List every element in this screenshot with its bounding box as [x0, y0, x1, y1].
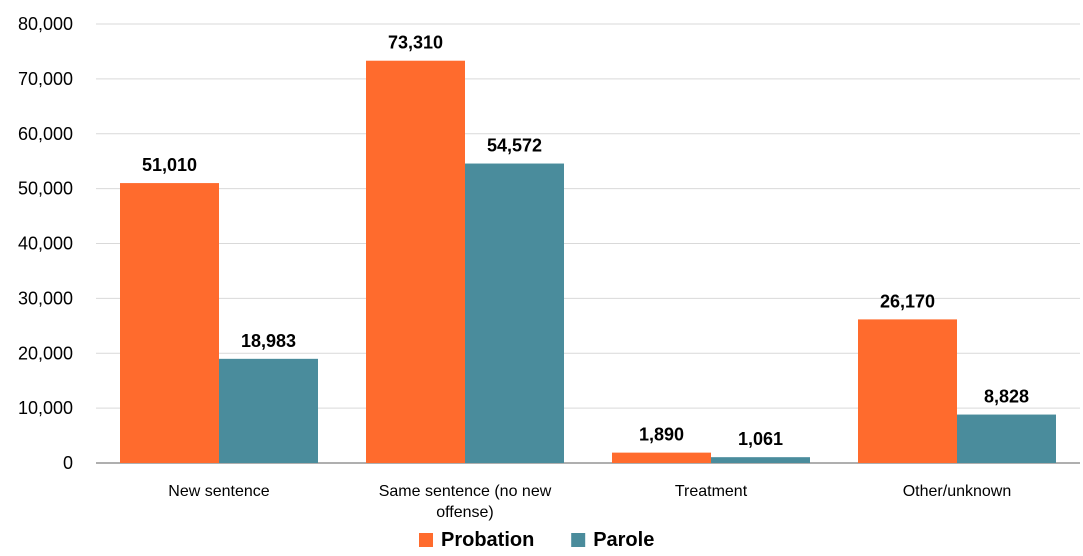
legend-label-probation: Probation	[441, 529, 534, 551]
category-label: Treatment	[675, 483, 748, 500]
data-label-parole: 18,983	[241, 331, 296, 351]
legend-swatch-parole	[571, 533, 586, 547]
gridlines	[96, 23, 1080, 409]
bar-probation	[858, 319, 957, 463]
y-tick-label: 50,000	[18, 179, 73, 199]
category-label: offense)	[436, 504, 494, 521]
data-label-parole: 8,828	[984, 387, 1029, 407]
data-labels: 51,010 18,983 73,310 54,572 1,890 1,061 26,170…	[142, 33, 1029, 449]
bars	[120, 60, 1056, 464]
y-tick-label: 70,000	[18, 69, 73, 89]
data-label-parole: 54,572	[487, 136, 542, 156]
bar-parole	[219, 358, 318, 463]
bar-parole	[957, 414, 1056, 463]
y-tick-label: 60,000	[18, 124, 73, 144]
bar-parole	[465, 163, 564, 464]
bar-probation	[612, 452, 711, 463]
y-tick-label: 80,000	[18, 14, 73, 34]
legend-swatch-probation	[419, 533, 433, 547]
data-label-probation: 1,890	[639, 425, 684, 445]
y-tick-label: 10,000	[18, 398, 73, 418]
data-label-probation: 26,170	[880, 291, 935, 311]
category-label: New sentence	[168, 483, 269, 500]
bar-probation	[120, 183, 219, 463]
legend: Probation Parole	[419, 529, 654, 551]
bar-probation	[366, 60, 465, 464]
legend-label-parole: Parole	[593, 529, 654, 551]
y-tick-label: 30,000	[18, 288, 73, 308]
category-label: Same sentence (no new	[379, 483, 552, 500]
y-tick-label: 20,000	[18, 343, 73, 363]
y-tick-label: 0	[63, 453, 73, 473]
data-label-parole: 1,061	[738, 429, 783, 449]
data-label-probation: 51,010	[142, 155, 197, 175]
y-tick-label: 40,000	[18, 234, 73, 254]
category-label: Other/unknown	[903, 483, 1012, 500]
category-labels: New sentence Same sentence (no new offense…	[168, 483, 1011, 521]
data-label-probation: 73,310	[388, 33, 443, 53]
bar-parole	[711, 457, 810, 463]
